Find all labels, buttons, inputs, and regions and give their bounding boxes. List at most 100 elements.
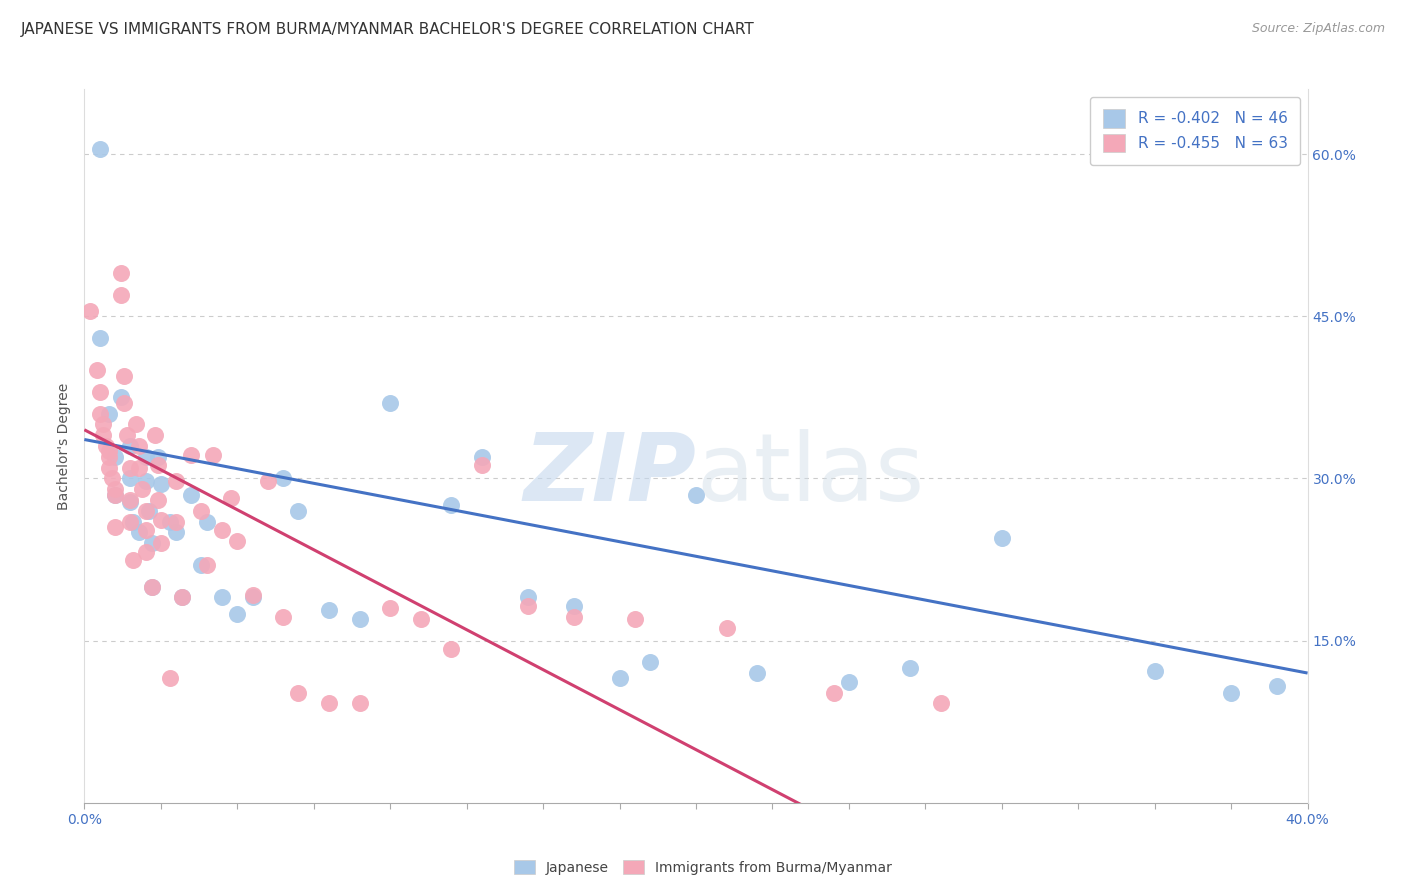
Point: [471, 458, 494, 473]
Point: [380, 601, 402, 615]
Point: [112, 396, 135, 410]
Point: [823, 685, 845, 699]
Point: [138, 504, 160, 518]
Point: [135, 450, 157, 464]
Point: [242, 588, 264, 602]
Point: [349, 696, 371, 710]
Point: [120, 495, 142, 509]
Point: [1143, 664, 1166, 678]
Point: [287, 685, 309, 699]
Text: JAPANESE VS IMMIGRANTS FROM BURMA/MYANMAR BACHELOR'S DEGREE CORRELATION CHART: JAPANESE VS IMMIGRANTS FROM BURMA/MYANMA…: [21, 22, 755, 37]
Point: [190, 558, 212, 572]
Point: [97, 460, 120, 475]
Point: [318, 603, 340, 617]
Point: [172, 591, 194, 605]
Point: [110, 266, 132, 280]
Point: [79, 303, 101, 318]
Point: [898, 660, 921, 674]
Point: [122, 515, 145, 529]
Point: [242, 591, 264, 605]
Point: [562, 599, 585, 613]
Point: [122, 552, 145, 566]
Point: [91, 428, 114, 442]
Point: [149, 536, 172, 550]
Point: [747, 666, 769, 681]
Point: [112, 368, 135, 383]
Point: [159, 515, 181, 529]
Point: [516, 599, 538, 613]
Point: [110, 390, 132, 404]
Point: [120, 493, 142, 508]
Point: [104, 488, 127, 502]
Legend: Japanese, Immigrants from Burma/Myanmar: Japanese, Immigrants from Burma/Myanmar: [509, 855, 897, 880]
Point: [165, 525, 187, 540]
Text: atlas: atlas: [696, 428, 924, 521]
Point: [638, 655, 661, 669]
Text: ZIP: ZIP: [523, 428, 696, 521]
Point: [180, 488, 202, 502]
Point: [165, 515, 187, 529]
Point: [211, 591, 233, 605]
Point: [97, 444, 120, 458]
Point: [991, 531, 1014, 545]
Point: [211, 524, 233, 538]
Point: [120, 439, 142, 453]
Point: [149, 512, 172, 526]
Point: [101, 471, 124, 485]
Point: [146, 458, 169, 473]
Point: [104, 450, 127, 464]
Point: [128, 525, 150, 540]
Point: [135, 524, 157, 538]
Legend: R = -0.402   N = 46, R = -0.455   N = 63: R = -0.402 N = 46, R = -0.455 N = 63: [1091, 97, 1301, 165]
Point: [120, 515, 142, 529]
Point: [172, 591, 194, 605]
Point: [89, 142, 111, 156]
Point: [128, 460, 150, 475]
Point: [104, 520, 127, 534]
Point: [624, 612, 647, 626]
Point: [380, 396, 402, 410]
Point: [1220, 685, 1243, 699]
Point: [143, 428, 166, 442]
Point: [89, 384, 111, 399]
Point: [440, 499, 463, 513]
Point: [180, 448, 202, 462]
Point: [318, 696, 340, 710]
Point: [685, 488, 707, 502]
Point: [201, 448, 224, 462]
Point: [195, 515, 218, 529]
Point: [146, 493, 169, 508]
Point: [125, 417, 148, 432]
Point: [257, 474, 280, 488]
Point: [159, 672, 181, 686]
Point: [226, 534, 249, 549]
Point: [141, 580, 163, 594]
Point: [471, 450, 494, 464]
Point: [120, 460, 142, 475]
Point: [226, 607, 249, 621]
Point: [89, 407, 111, 421]
Point: [110, 287, 132, 301]
Point: [97, 450, 120, 464]
Point: [141, 536, 163, 550]
Point: [219, 491, 242, 505]
Point: [135, 504, 157, 518]
Point: [440, 642, 463, 657]
Point: [1265, 679, 1288, 693]
Text: Source: ZipAtlas.com: Source: ZipAtlas.com: [1251, 22, 1385, 36]
Point: [516, 591, 538, 605]
Point: [190, 504, 212, 518]
Point: [149, 476, 172, 491]
Point: [929, 696, 952, 710]
Point: [165, 474, 187, 488]
Point: [349, 612, 371, 626]
Point: [135, 545, 157, 559]
Point: [146, 450, 169, 464]
Point: [97, 407, 120, 421]
Point: [838, 674, 860, 689]
Point: [120, 471, 142, 485]
Point: [195, 558, 218, 572]
Point: [89, 331, 111, 345]
Point: [91, 417, 114, 432]
Point: [287, 504, 309, 518]
